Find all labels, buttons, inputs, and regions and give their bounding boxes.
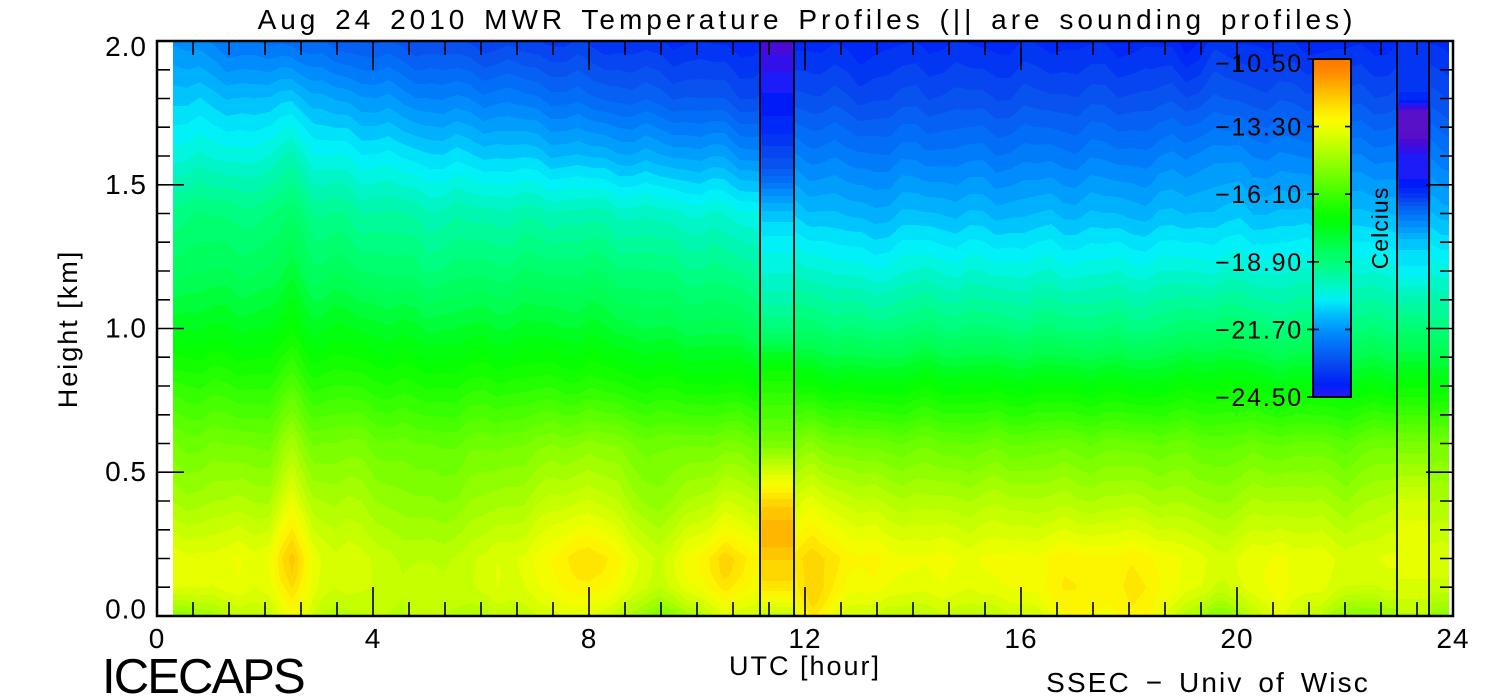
svg-text:16: 16	[1004, 623, 1037, 654]
svg-text:Celcius: Celcius	[1367, 187, 1393, 269]
svg-text:4: 4	[365, 623, 382, 654]
svg-text:−21.70: −21.70	[1215, 316, 1303, 344]
svg-text:12: 12	[788, 623, 821, 654]
svg-text:SSEC − Univ of Wisc: SSEC − Univ of Wisc	[1046, 667, 1370, 698]
svg-text:2.0: 2.0	[105, 31, 147, 62]
svg-text:0.0: 0.0	[105, 594, 147, 625]
svg-text:1.5: 1.5	[105, 169, 147, 200]
svg-text:ICECAPS: ICECAPS	[102, 650, 304, 700]
svg-text:Height [km]: Height [km]	[53, 250, 83, 409]
svg-text:Aug 24 2010 MWR Temperature Pr: Aug 24 2010 MWR Temperature Profiles (||…	[258, 4, 1357, 35]
svg-text:20: 20	[1220, 623, 1253, 654]
svg-text:8: 8	[581, 623, 598, 654]
svg-text:24: 24	[1436, 623, 1469, 654]
svg-text:−13.30: −13.30	[1215, 114, 1303, 142]
svg-text:−16.10: −16.10	[1215, 181, 1303, 209]
svg-text:−10.50: −10.50	[1215, 50, 1303, 78]
svg-text:−18.90: −18.90	[1215, 249, 1303, 277]
svg-text:0.5: 0.5	[105, 456, 147, 487]
svg-text:1.0: 1.0	[105, 313, 147, 344]
svg-text:−24.50: −24.50	[1215, 384, 1303, 412]
svg-text:UTC [hour]: UTC [hour]	[729, 651, 881, 681]
svg-text:0: 0	[149, 623, 166, 654]
